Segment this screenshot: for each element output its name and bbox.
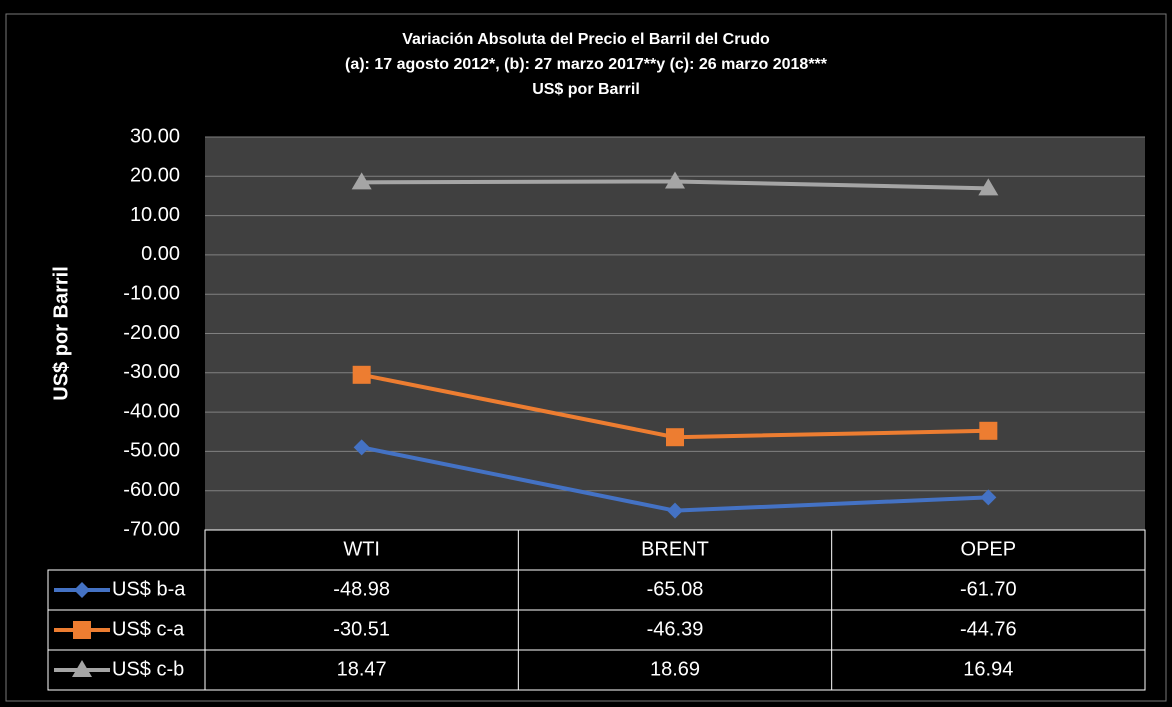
data-point	[352, 365, 371, 384]
data-point	[665, 171, 685, 189]
data-point	[351, 172, 372, 190]
chart-border	[5, 13, 1167, 702]
data-point	[979, 421, 998, 440]
legend-label: US$ c-a	[112, 618, 185, 640]
table-value: -46.39	[647, 618, 704, 640]
x-tick-label: WTI	[343, 538, 380, 560]
table-value: -48.98	[333, 578, 390, 600]
y-tick-label: -10.00	[123, 282, 180, 304]
legend-marker	[73, 621, 91, 639]
y-tick-label: -30.00	[123, 361, 180, 383]
legend-label: US$ c-b	[112, 658, 184, 680]
y-tick-label: 20.00	[130, 165, 180, 187]
data-point	[353, 439, 370, 456]
table-value: 16.94	[963, 658, 1013, 680]
legend-marker	[72, 660, 92, 677]
y-tick-label: 30.00	[130, 125, 180, 147]
data-point	[980, 489, 997, 506]
x-tick-label: OPEP	[961, 538, 1017, 560]
x-tick-label: BRENT	[641, 538, 709, 560]
table-value: 18.47	[337, 658, 387, 680]
table-value: -61.70	[960, 578, 1017, 600]
chart-title: US$ por Barril	[532, 81, 640, 98]
table-value: -44.76	[960, 618, 1017, 640]
y-tick-label: -40.00	[123, 400, 180, 422]
legend-marker	[74, 582, 90, 598]
chart-title: Variación Absoluta del Precio el Barril …	[402, 31, 770, 48]
table-value: -65.08	[647, 578, 704, 600]
y-axis-label: US$ por Barril	[50, 266, 72, 400]
y-tick-label: -20.00	[123, 322, 180, 344]
chart-title: (a): 17 agosto 2012*, (b): 27 marzo 2017…	[345, 56, 828, 73]
y-tick-label: 0.00	[141, 243, 180, 265]
y-tick-label: -60.00	[123, 479, 180, 501]
y-tick-label: -50.00	[123, 440, 180, 462]
data-point	[978, 178, 999, 196]
data-point	[667, 502, 683, 519]
legend-label: US$ b-a	[112, 578, 186, 600]
y-tick-label: 10.00	[130, 204, 180, 226]
table-value: 18.69	[650, 658, 700, 680]
table-value: -30.51	[333, 618, 390, 640]
y-tick-label: -70.00	[123, 518, 180, 540]
data-point	[666, 428, 684, 447]
